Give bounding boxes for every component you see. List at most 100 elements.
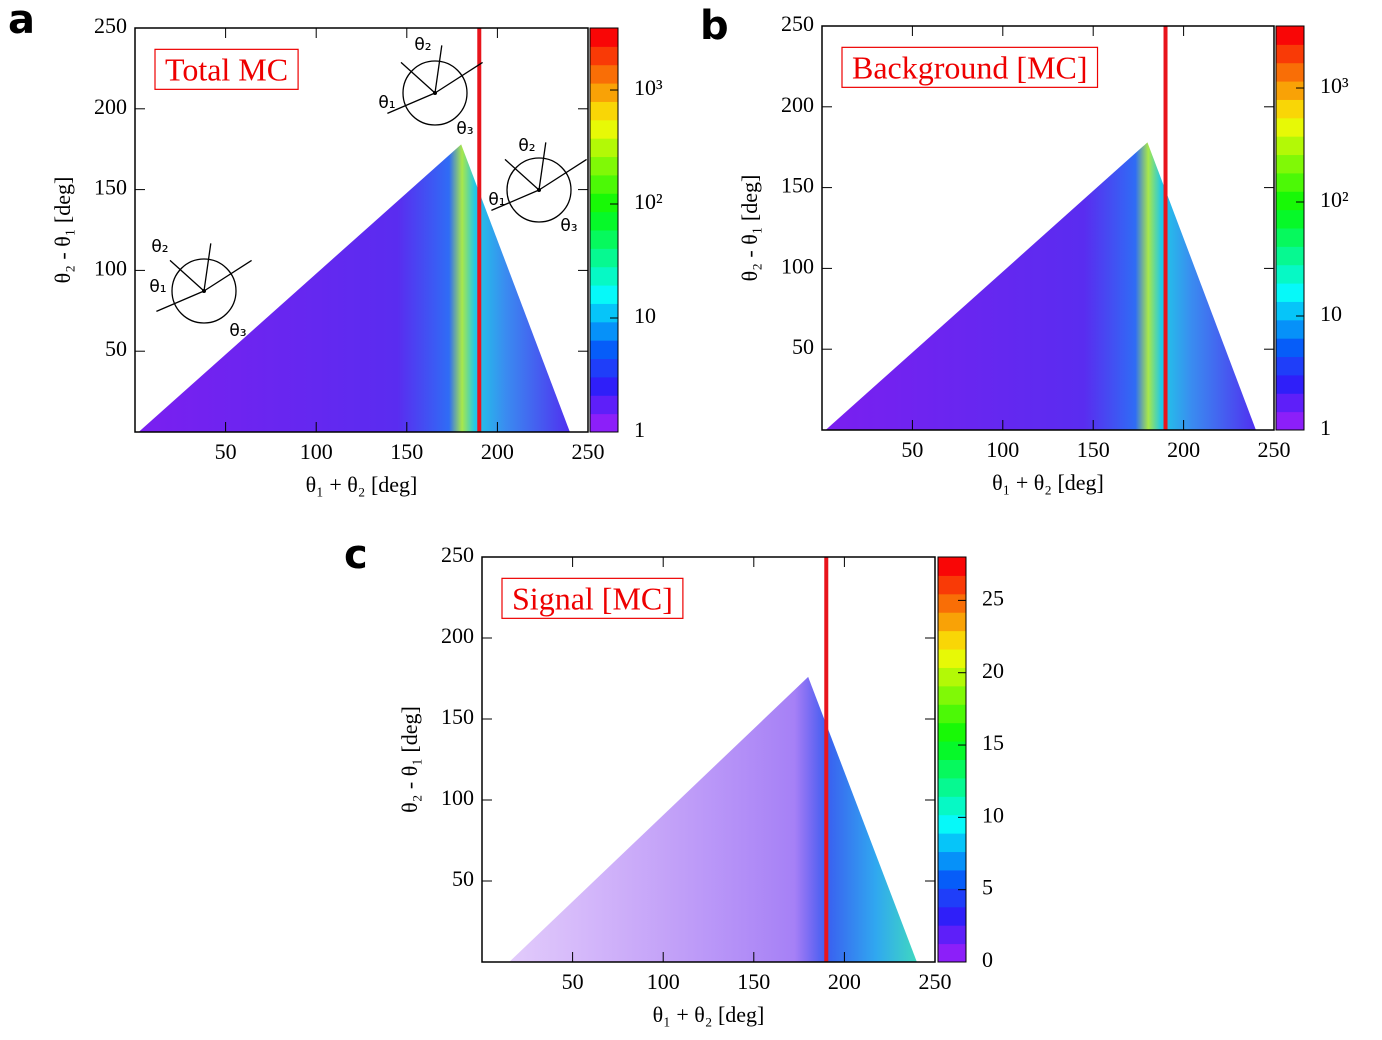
colorbar-label: 20 <box>982 658 1004 683</box>
density-region <box>509 676 917 962</box>
y-tick-label: 50 <box>105 336 127 361</box>
diagram-label: θ₂ <box>518 136 535 156</box>
colorbar-band <box>938 575 966 595</box>
colorbar-band <box>1276 172 1304 192</box>
colorbar-band <box>938 667 966 687</box>
colorbar-band <box>590 413 618 433</box>
diagram-arrow <box>434 45 443 94</box>
x-tick-label: 200 <box>828 969 861 994</box>
colorbar-label: 25 <box>982 585 1004 610</box>
diagram-circle <box>506 157 572 223</box>
colorbar-label: 10² <box>1320 187 1349 212</box>
colorbar-band <box>1276 136 1304 156</box>
colorbar-band <box>938 741 966 760</box>
colorbar-label: 10 <box>634 303 656 328</box>
diagram-center <box>202 289 206 293</box>
x-tick-label: 150 <box>1077 437 1110 462</box>
colorbar-band <box>1276 283 1304 302</box>
colorbar-label: 10³ <box>634 75 663 100</box>
y-tick-label: 150 <box>94 175 127 200</box>
colorbar-band <box>590 248 618 268</box>
colorbar-band <box>1276 191 1304 211</box>
y-tick-label: 100 <box>781 253 814 278</box>
x-tick-label: 150 <box>737 969 770 994</box>
colorbar-band <box>1276 99 1304 119</box>
plot-frame <box>821 25 1275 431</box>
diagram-arrow <box>156 290 205 312</box>
colorbar-band <box>1276 264 1304 284</box>
colorbar-label: 15 <box>982 730 1004 755</box>
colorbar-band <box>938 557 966 576</box>
colorbar-band <box>590 119 618 139</box>
x-tick-label: 250 <box>919 969 952 994</box>
x-tick-label: 100 <box>300 439 333 464</box>
colorbar-band <box>938 593 966 613</box>
y-axis-label: θ₂ - θ₁ [deg] <box>50 177 75 284</box>
colorbar-band <box>590 321 618 341</box>
diagram-label: θ₃ <box>229 321 246 341</box>
colorbar-band <box>938 704 966 724</box>
colorbar-band <box>1276 374 1304 394</box>
colorbar-band <box>1276 81 1304 100</box>
diagram-arrow <box>491 189 540 211</box>
colorbar-band <box>590 28 618 47</box>
y-tick-label: 50 <box>792 334 814 359</box>
colorbar-label: 10³ <box>1320 73 1349 98</box>
colorbar-band <box>590 211 618 231</box>
colorbar-band <box>1276 301 1304 321</box>
y-tick-label: 200 <box>441 623 474 648</box>
x-tick-label: 100 <box>986 437 1019 462</box>
diagram-arrow <box>387 92 436 114</box>
colorbar-label: 10 <box>1320 301 1342 326</box>
colorbar-band <box>590 83 618 102</box>
y-tick-label: 250 <box>781 11 814 36</box>
colorbar-band <box>1276 319 1304 339</box>
panel-label: Background [MC] <box>852 49 1088 85</box>
colorbar-band <box>938 906 966 926</box>
colorbar-band <box>938 612 966 632</box>
colorbar-band <box>590 358 618 378</box>
diagram-arrow <box>538 142 547 191</box>
y-axis-label: θ₂ - θ₁ [deg] <box>737 175 762 282</box>
x-axis-label: θ₁ + θ₂ [deg] <box>653 1002 765 1027</box>
x-axis-label: θ₁ + θ₂ [deg] <box>306 472 418 497</box>
y-tick-label: 200 <box>781 92 814 117</box>
x-tick-label: 250 <box>572 439 605 464</box>
label-box <box>501 577 684 619</box>
label-box <box>841 46 1099 88</box>
x-tick-label: 50 <box>901 437 923 462</box>
density-region <box>825 142 1256 431</box>
y-tick-label: 100 <box>441 785 474 810</box>
colorbar-band <box>1276 338 1304 358</box>
colorbar-band <box>938 722 966 742</box>
colorbar-band <box>1276 246 1304 266</box>
colorbar-band <box>590 138 618 158</box>
colorbar-band <box>1276 209 1304 229</box>
diagram-label: θ₂ <box>414 35 431 55</box>
colorbar-band <box>590 285 618 304</box>
colorbar-band <box>590 156 618 176</box>
y-tick-label: 200 <box>94 94 127 119</box>
colorbar-band <box>938 649 966 668</box>
diagram-arrow <box>203 243 212 292</box>
colorbar-band <box>1276 26 1304 45</box>
colorbar-frame <box>589 27 619 433</box>
colorbar-band <box>590 193 618 213</box>
panel-letter: b <box>700 3 729 49</box>
density-region <box>138 144 570 433</box>
colorbar-band <box>590 230 618 249</box>
colorbar-band <box>938 630 966 650</box>
diagram-label: θ₁ <box>488 190 505 210</box>
colorbar-band <box>1276 44 1304 64</box>
colorbar-frame <box>1275 25 1305 431</box>
y-tick-label: 150 <box>441 704 474 729</box>
x-tick-label: 100 <box>647 969 680 994</box>
panel-letter: c <box>344 532 368 578</box>
x-axis-label: θ₁ + θ₂ [deg] <box>992 470 1104 495</box>
diagram-label: θ₃ <box>560 216 577 236</box>
x-tick-label: 200 <box>1167 437 1200 462</box>
y-tick-label: 250 <box>94 13 127 38</box>
colorbar-band <box>590 174 618 194</box>
colorbar-band <box>590 376 618 396</box>
